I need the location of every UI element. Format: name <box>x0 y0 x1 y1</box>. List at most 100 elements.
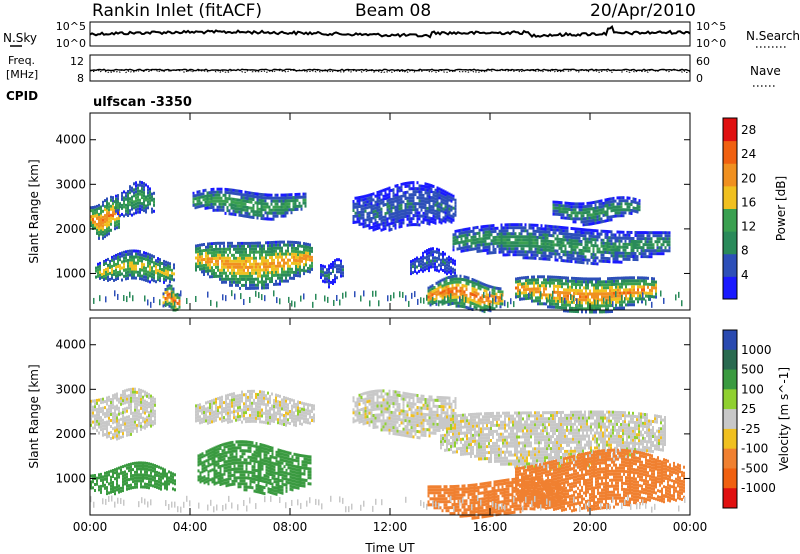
power-cell <box>112 214 114 218</box>
power-cell <box>227 268 229 272</box>
power-cell <box>378 211 381 215</box>
power-cell <box>532 223 535 227</box>
power-cell <box>159 279 161 283</box>
power-cell <box>153 200 155 204</box>
power-cell <box>565 294 567 298</box>
power-cell <box>424 200 427 204</box>
power-cell <box>358 214 361 217</box>
power-noise-cell <box>507 301 509 308</box>
power-cell <box>123 202 125 206</box>
power-cell <box>481 285 484 289</box>
power-cell <box>139 204 141 208</box>
power-cell <box>426 264 428 268</box>
power-cell <box>198 205 201 209</box>
power-cell <box>305 269 307 273</box>
power-cell <box>443 277 446 281</box>
power-cell <box>548 233 551 237</box>
vel-cell <box>116 404 118 408</box>
power-cell <box>601 298 603 302</box>
power-cell <box>554 255 557 259</box>
power-cell <box>515 286 517 290</box>
power-cell <box>468 239 471 243</box>
power-cell <box>97 271 99 275</box>
power-noise-cell <box>609 295 611 302</box>
power-cell <box>570 248 573 251</box>
power-cell <box>604 235 607 239</box>
power-cell <box>139 259 141 263</box>
power-cell <box>223 253 225 257</box>
power-cell <box>573 300 575 304</box>
power-cell <box>211 257 213 261</box>
power-cell <box>588 249 591 253</box>
power-cell <box>328 267 330 271</box>
power-cell <box>636 231 639 235</box>
power-cell <box>287 273 289 277</box>
power-cell <box>168 283 171 287</box>
power-cell <box>546 257 549 261</box>
power-cell <box>217 241 219 245</box>
power-cell <box>432 199 435 203</box>
power-cell <box>472 235 475 239</box>
power-noise-cell <box>519 290 521 297</box>
power-cell <box>221 241 223 245</box>
power-cell <box>532 253 535 257</box>
power-cell <box>414 214 417 218</box>
power-cell <box>374 203 377 207</box>
power-cell <box>552 203 555 207</box>
power-cell <box>229 247 231 251</box>
power-noise-cell <box>390 294 392 301</box>
power-cell <box>414 257 416 261</box>
power-cell <box>450 196 453 200</box>
power-cell <box>231 241 233 245</box>
power-ytick-label: 1000 <box>55 266 86 280</box>
power-cell <box>293 258 295 262</box>
vel-cell <box>102 424 104 428</box>
power-cell <box>537 290 539 294</box>
power-cell <box>296 195 299 199</box>
vel-cell <box>134 411 136 415</box>
vel-cell <box>138 418 140 422</box>
power-cell <box>263 286 265 290</box>
power-cell <box>228 191 231 195</box>
power-cell <box>240 199 243 202</box>
power-cell <box>244 211 247 215</box>
power-cell <box>478 249 481 253</box>
power-cell <box>410 266 412 270</box>
power-cell <box>628 257 631 261</box>
power-noise-cell <box>258 292 260 299</box>
power-heatmap-cells <box>90 180 683 314</box>
power-cell <box>380 210 383 214</box>
power-cell <box>275 282 277 286</box>
power-cell <box>629 279 631 283</box>
power-cell <box>617 294 619 298</box>
power-cell <box>195 262 197 266</box>
power-cell <box>585 295 587 299</box>
power-cell <box>430 211 433 215</box>
power-cell <box>204 197 207 201</box>
power-cell <box>554 252 557 256</box>
power-cell <box>426 200 429 204</box>
power-cell <box>596 244 599 248</box>
power-cell <box>194 206 197 210</box>
power-cell <box>646 243 649 247</box>
power-noise-cell <box>255 290 257 297</box>
vel-cell <box>90 405 92 409</box>
power-cell <box>115 200 117 204</box>
power-cell <box>252 207 255 210</box>
power-cell <box>382 218 385 222</box>
power-noise-cell <box>402 291 404 298</box>
power-cell <box>121 212 123 216</box>
power-cell <box>606 233 609 236</box>
power-cell <box>562 250 565 254</box>
power-cell <box>271 256 273 259</box>
power-cell <box>582 255 585 259</box>
power-cell <box>143 203 145 207</box>
power-cell <box>636 249 639 253</box>
power-cell <box>459 289 462 293</box>
power-cell <box>408 220 411 224</box>
power-cell <box>517 289 519 293</box>
power-cell <box>457 304 460 308</box>
power-cell <box>446 203 449 207</box>
power-cell <box>96 225 98 229</box>
power-cell <box>526 241 529 245</box>
